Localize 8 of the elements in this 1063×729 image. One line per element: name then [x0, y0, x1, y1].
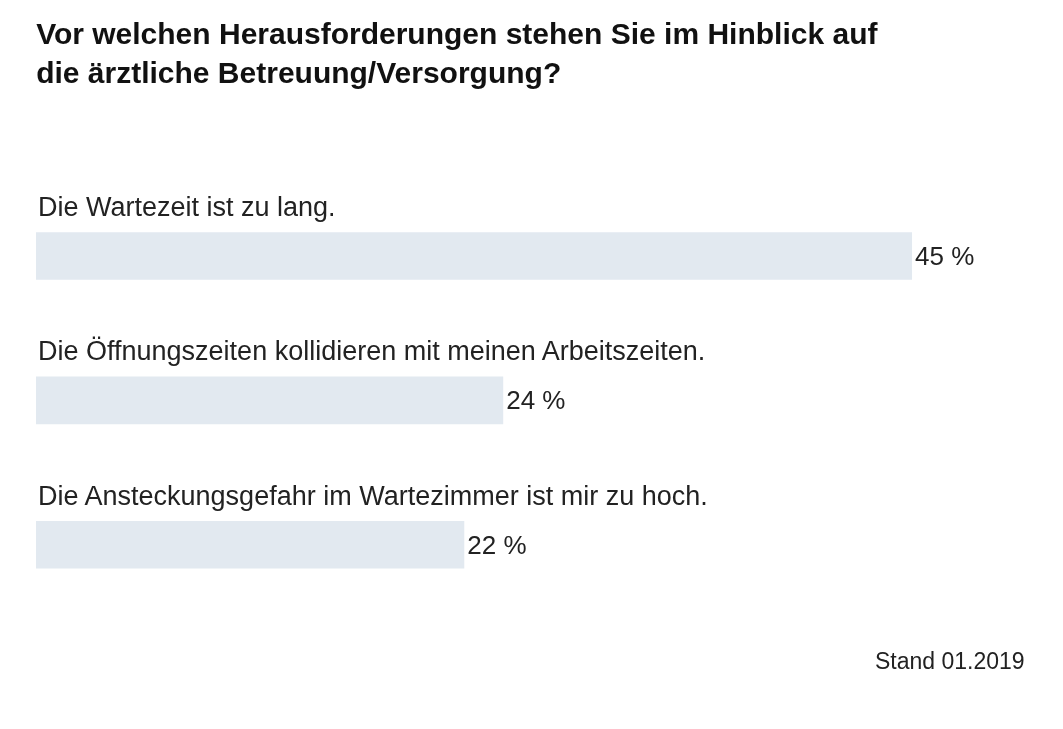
- y-tick-label: Die Wartezeit ist zu lang.: [38, 192, 336, 222]
- data-label: 24 %: [506, 385, 566, 416]
- data-label: 45 %: [915, 240, 975, 271]
- chart-title: Vor welchen Herausforderungen stehen Sie im Hinblick auf die ärztliche Betreuung/Versorgung?: [36, 16, 879, 89]
- y-tick-label: Die Öffnungszeiten kollidieren mit meinen Arbeitszeiten.: [38, 336, 706, 366]
- text: Stand 01.2019: [875, 648, 1025, 674]
- y-tick-label: Die Ansteckungsgefahr im Wartezimmer ist mir zu hoch.: [38, 481, 708, 511]
- data-label: 22 %: [467, 529, 527, 560]
